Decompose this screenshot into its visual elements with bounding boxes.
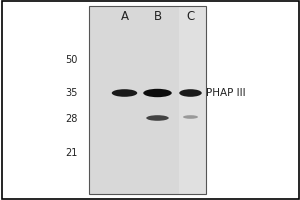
Bar (88, 6, 206, 194)
Bar (88, 6, 206, 194)
Ellipse shape (183, 115, 198, 119)
Bar (178, 6, 206, 194)
Ellipse shape (143, 89, 172, 97)
Text: 35: 35 (66, 88, 78, 98)
Text: B: B (153, 10, 162, 23)
Text: PHAP III: PHAP III (206, 88, 245, 98)
Text: A: A (121, 10, 128, 23)
Ellipse shape (146, 115, 169, 121)
Ellipse shape (179, 89, 202, 97)
Text: 28: 28 (66, 114, 78, 124)
Ellipse shape (112, 89, 137, 97)
Text: 50: 50 (66, 55, 78, 65)
Text: C: C (186, 10, 195, 23)
Text: 21: 21 (66, 148, 78, 158)
